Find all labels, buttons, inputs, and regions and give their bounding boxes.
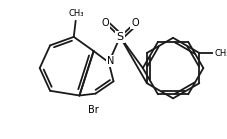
Text: S: S <box>116 32 123 42</box>
Text: CH₃: CH₃ <box>213 49 227 58</box>
Text: N: N <box>106 56 114 66</box>
Text: Br: Br <box>88 105 99 115</box>
Text: O: O <box>131 18 138 28</box>
Text: O: O <box>101 18 108 28</box>
Text: CH₃: CH₃ <box>69 9 84 18</box>
